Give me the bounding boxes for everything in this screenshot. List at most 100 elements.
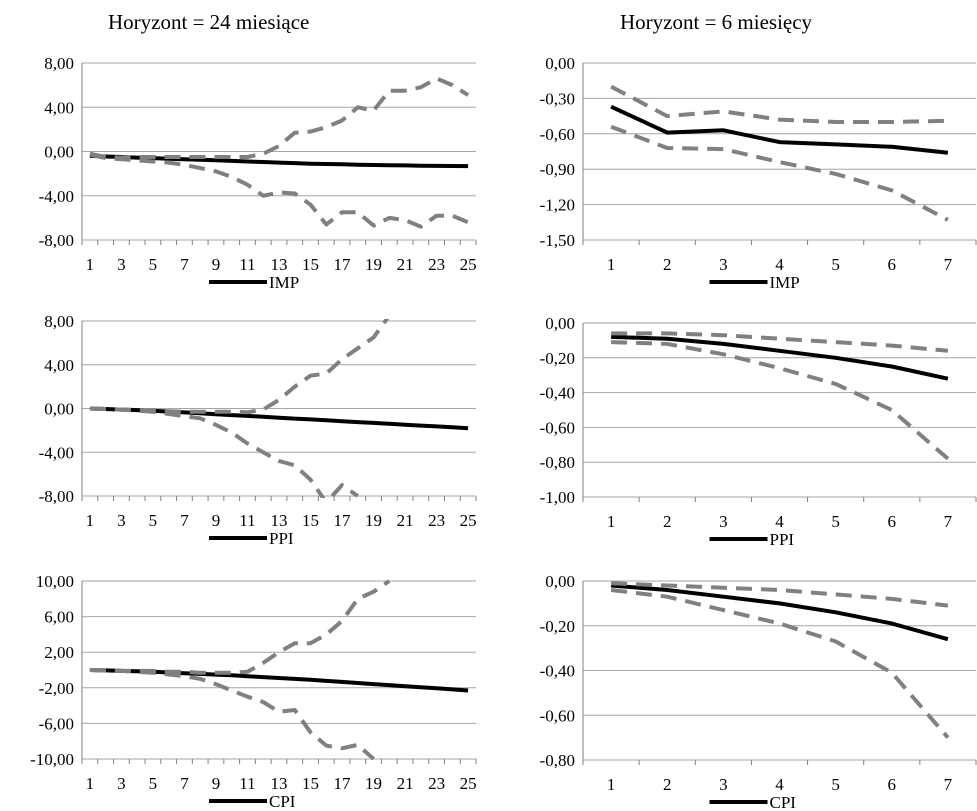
x-tick-label: 5 (149, 255, 158, 274)
y-tick-label: -1,00 (540, 488, 575, 507)
x-tick-label: 6 (888, 775, 897, 794)
confidence-band-line (610, 588, 950, 739)
x-tick-label: 5 (149, 511, 158, 530)
confidence-band-line (610, 84, 948, 124)
right-column-title: Horyzont = 6 miesięcy (620, 10, 813, 34)
y-tick-label: -4,00 (39, 443, 74, 462)
chart-panel-24m-cpi: 10,006,002,00-2,00-6,00-10,001 3 5 7 9 11 13 15… (30, 572, 477, 811)
x-tick-label: 7 (944, 775, 953, 794)
y-tick-label: 0,00 (545, 572, 575, 591)
x-tick-label: 4 (775, 255, 784, 274)
x-tick-label: 2 (663, 512, 672, 531)
confidence-band-line (89, 668, 375, 761)
x-tick-label: 5 (831, 512, 840, 531)
y-tick-label: 0,00 (44, 143, 74, 162)
confidence-band-line (89, 579, 391, 675)
x-tick-label: 15 (302, 255, 319, 274)
y-tick-label: 10,00 (36, 572, 74, 591)
y-tick-label: -0,30 (540, 89, 575, 108)
median-line (610, 104, 949, 155)
y-tick-label: 8,00 (44, 54, 74, 73)
series-group (610, 84, 949, 222)
chart-panel-6m-cpi: 0,00 -0,20 -0,40 -0,60 -0,80 1 2 3 4 5 6 7 CPI (540, 572, 977, 811)
y-tick-label: -0,40 (540, 384, 575, 403)
x-tick-label: 3 (719, 512, 728, 531)
x-tick-label: 7 (944, 255, 953, 274)
y-tick-label: -10,00 (30, 750, 74, 769)
x-tick-label: 3 (719, 255, 728, 274)
series-group (89, 319, 469, 498)
x-tick-label: 3 (719, 775, 728, 794)
x-tick-label: 23 (428, 255, 445, 274)
x-tick-label: 21 (397, 255, 414, 274)
confidence-band-line (89, 152, 469, 229)
y-tick-label: -1,50 (540, 231, 575, 250)
x-tick-label: 1 (607, 775, 616, 794)
x-tick-label: 3 (117, 774, 126, 793)
x-tick-label: 5 (831, 255, 840, 274)
x-tick-label: 15 (302, 511, 319, 530)
y-tick-label: -0,90 (540, 160, 575, 179)
x-tick-label: 3 (117, 511, 126, 530)
y-tick-label: -0,20 (540, 349, 575, 368)
x-tick-label: 25 (460, 255, 477, 274)
y-tick-label: 0,00 (545, 314, 575, 333)
legend-label: PPI (770, 530, 795, 549)
y-tick-label: -8,00 (39, 231, 74, 250)
x-tick-label: 5 (831, 775, 840, 794)
x-tick-label: 13 (271, 511, 288, 530)
x-tick-label: 23 (428, 774, 445, 793)
series-group (610, 581, 950, 739)
x-tick-label: 6 (888, 512, 897, 531)
x-tick-label: 13 (271, 255, 288, 274)
confidence-band-line (611, 581, 949, 608)
y-tick-label: -2,00 (39, 679, 74, 698)
x-tick-label: 7 (180, 774, 189, 793)
x-tick-label: 11 (239, 511, 255, 530)
x-tick-label: 1 (607, 512, 616, 531)
chart-panel-6m-ppi: 0,00 -0,20 -0,40 -0,60 -0,80 -1,00 1 2 3 4 5 6 7 PPI (540, 314, 977, 549)
legend-label: IMP (269, 273, 299, 292)
x-tick-label: 17 (334, 774, 352, 793)
y-tick-label: -4,00 (39, 187, 74, 206)
y-tick-label: 6,00 (44, 608, 74, 627)
x-tick-label: 13 (271, 774, 288, 793)
x-tick-label: 5 (149, 774, 158, 793)
x-tick-label: 21 (397, 511, 414, 530)
legend-label: PPI (269, 529, 294, 548)
x-tick-label: 7 (180, 511, 189, 530)
x-tick-label: 1 (86, 511, 95, 530)
y-tick-label: 0,00 (545, 54, 575, 73)
x-tick-label: 2 (663, 255, 672, 274)
legend-label: CPI (770, 793, 797, 811)
y-tick-label: -0,40 (540, 662, 575, 681)
series-group (611, 331, 950, 461)
x-tick-label: 19 (365, 774, 382, 793)
series-group (89, 579, 469, 761)
x-tick-label: 21 (397, 774, 414, 793)
confidence-band-line (610, 124, 949, 222)
x-tick-label: 2 (663, 775, 672, 794)
confidence-band-line (89, 76, 470, 160)
median-line (610, 583, 949, 642)
x-tick-label: 17 (334, 511, 352, 530)
x-tick-label: 15 (302, 774, 319, 793)
y-tick-label: -0,20 (540, 617, 575, 636)
x-tick-label: 23 (428, 511, 445, 530)
x-tick-label: 3 (117, 255, 126, 274)
y-tick-label: -0,60 (540, 418, 575, 437)
x-tick-label: 25 (460, 511, 477, 530)
y-tick-label: -0,60 (540, 706, 575, 725)
y-tick-label: 8,00 (44, 312, 74, 331)
x-tick-label: 11 (239, 255, 255, 274)
x-tick-label: 7 (944, 512, 953, 531)
y-tick-label: -8,00 (39, 487, 74, 506)
y-tick-label: 4,00 (44, 98, 74, 117)
confidence-band-line (611, 331, 949, 353)
x-tick-label: 1 (607, 255, 616, 274)
left-column-title: Horyzont = 24 miesiące (108, 10, 310, 34)
chart-panel-6m-imp: 0,00 -0,30 -0,60 -0,90 -1,20 -1,50 1 2 3 4 5 6 7 IMP (540, 54, 977, 292)
x-tick-label: 4 (775, 512, 784, 531)
confidence-band-line (89, 406, 359, 498)
